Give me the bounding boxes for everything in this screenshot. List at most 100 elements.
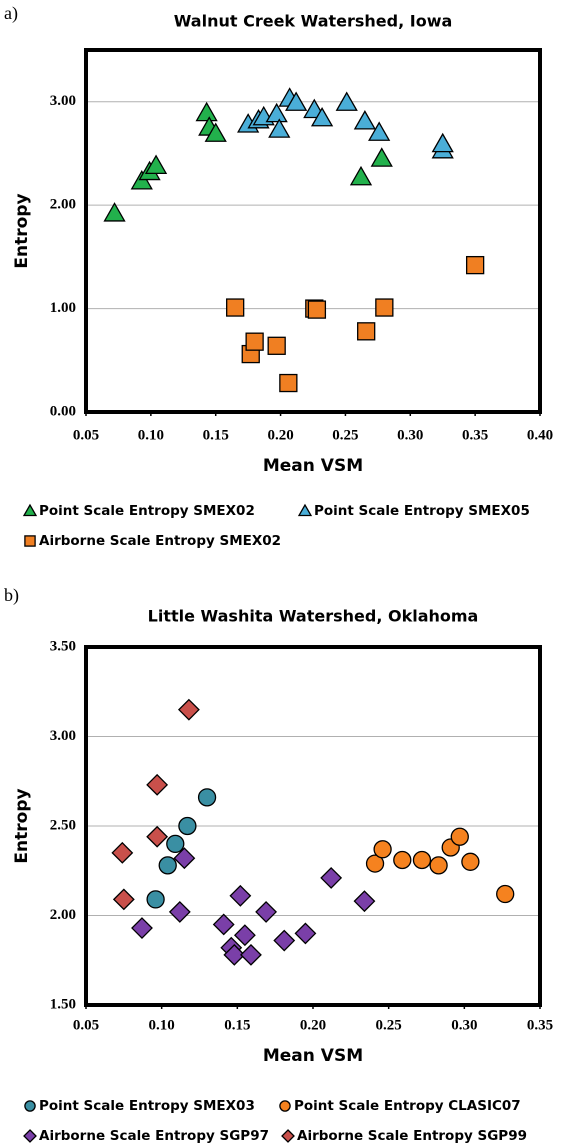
x-tick-label: 0.05 [73, 427, 99, 443]
y-tick-label: 1.00 [50, 300, 76, 316]
y-axis-label: Entropy [12, 193, 32, 268]
point [265, 102, 288, 123]
point [268, 118, 291, 138]
point [335, 91, 358, 111]
point [412, 850, 432, 870]
chart-title: Walnut Creek Watershed, Iowa [174, 12, 453, 31]
point [307, 300, 327, 319]
point [111, 841, 134, 864]
x-tick-label: 0.25 [376, 1017, 402, 1033]
x-tick-label: 0.10 [138, 427, 164, 443]
panel-label: a) [4, 3, 18, 24]
x-tick-label: 0.35 [462, 427, 488, 443]
legend-label: Point Scale Entropy SMEX03 [39, 1098, 255, 1114]
point [245, 332, 264, 351]
point [195, 101, 218, 122]
x-tick-label: 0.20 [267, 427, 293, 443]
legend-label: Point Scale Entropy SMEX02 [39, 503, 255, 519]
point [320, 866, 343, 889]
y-tick-label: 2.00 [50, 197, 76, 213]
legend-marker [24, 1100, 36, 1112]
point [465, 255, 485, 275]
point [131, 917, 153, 939]
point [146, 825, 169, 848]
point [240, 943, 262, 966]
legend-label: Point Scale Entropy SMEX05 [314, 503, 530, 519]
point [146, 773, 169, 796]
plot-frame [84, 48, 542, 414]
point [353, 890, 376, 913]
point [173, 847, 196, 870]
point [112, 888, 135, 911]
y-tick-label: 2.00 [50, 907, 76, 923]
y-tick-label: 3.00 [50, 93, 76, 109]
x-axis-label: Mean VSM [263, 1046, 363, 1066]
point [144, 154, 168, 174]
legend-label: Airborne Scale Entropy SGP99 [297, 1128, 527, 1144]
y-axis-label: Entropy [12, 788, 32, 863]
legend-label: Point Scale Entropy CLASIC07 [294, 1098, 521, 1114]
point [373, 840, 392, 859]
legend-marker [297, 503, 313, 517]
point [146, 890, 165, 909]
x-tick-label: 0.20 [300, 1017, 326, 1033]
point [204, 122, 227, 142]
point [368, 121, 391, 141]
point [103, 202, 126, 222]
point [177, 698, 200, 721]
x-tick-label: 0.35 [527, 1017, 553, 1033]
point [166, 834, 185, 854]
plot-frame [84, 645, 542, 1007]
point [279, 373, 298, 393]
point [450, 827, 469, 846]
point [365, 854, 385, 873]
point [461, 852, 480, 871]
x-tick-label: 0.25 [332, 427, 358, 443]
x-tick-label: 0.05 [73, 1017, 99, 1033]
x-tick-label: 0.40 [527, 427, 553, 443]
point [158, 856, 177, 875]
x-tick-label: 0.30 [397, 427, 423, 443]
point [429, 856, 448, 875]
x-axis-label: Mean VSM [263, 456, 363, 476]
point [273, 929, 296, 952]
chart-title: Little Washita Watershed, Oklahoma [148, 607, 479, 626]
point [353, 110, 377, 130]
legend-label: Airborne Scale Entropy SMEX02 [39, 533, 281, 549]
legend-marker [281, 1129, 295, 1143]
point [233, 924, 256, 947]
legend-marker [22, 503, 38, 517]
y-tick-label: 3.50 [50, 638, 76, 654]
panel-label: b) [4, 585, 19, 606]
legend-marker [24, 535, 36, 547]
legend-marker [279, 1100, 291, 1112]
point [370, 147, 393, 167]
point [226, 298, 245, 317]
x-tick-label: 0.15 [224, 1017, 250, 1033]
point [285, 91, 308, 111]
y-tick-label: 2.50 [50, 817, 76, 833]
point [255, 901, 278, 923]
legend-label: Airborne Scale Entropy SGP97 [39, 1128, 269, 1144]
point [310, 106, 334, 127]
point [229, 884, 252, 907]
point [375, 298, 394, 317]
point [496, 884, 515, 904]
point [349, 165, 373, 186]
x-tick-label: 0.30 [451, 1017, 477, 1033]
point [197, 788, 217, 807]
point [393, 850, 412, 870]
point [178, 816, 197, 836]
x-tick-label: 0.15 [203, 427, 229, 443]
point [357, 322, 376, 341]
point [223, 943, 246, 966]
point [212, 913, 235, 936]
y-tick-label: 1.50 [50, 996, 76, 1012]
point [267, 336, 286, 355]
point [431, 132, 454, 153]
x-tick-label: 0.10 [149, 1017, 175, 1033]
y-tick-label: 0.00 [50, 403, 76, 419]
point [168, 901, 191, 923]
y-tick-label: 3.00 [50, 728, 76, 744]
